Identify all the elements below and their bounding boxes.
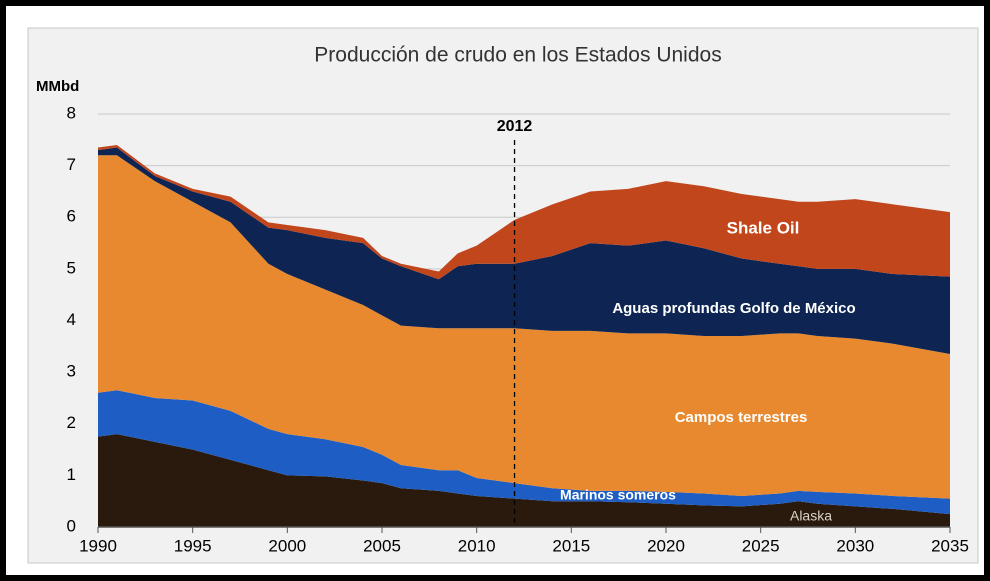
chart-title: Producción de crudo en los Estados Unido… [314,44,721,67]
y-tick-label: 3 [67,362,76,381]
series-label: Campos terrestres [675,409,808,426]
x-tick-label: 2025 [742,536,780,555]
x-tick-label: 2005 [363,536,401,555]
y-tick-label: 1 [67,465,76,484]
series-label: Shale Oil [727,218,800,237]
x-tick-label: 2030 [836,536,874,555]
chart: Producción de crudo en los Estados Unido… [27,27,979,564]
area [98,434,950,527]
x-tick-label: 2000 [268,536,306,555]
series-label: Aguas profundas Golfo de México [612,300,855,317]
y-tick-label: 7 [67,155,76,174]
area [98,390,950,515]
y-tick-label: 8 [67,103,76,122]
series-label: Marinos someros [560,487,676,503]
y-tick-label: 2 [67,413,76,432]
area [98,144,950,280]
x-tick-label: 2010 [458,536,496,555]
y-unit: MMbd [36,78,79,95]
y-tick-label: 6 [67,207,76,226]
area [98,147,950,355]
y-tick-label: 4 [67,310,76,329]
x-tick-label: 2020 [647,536,685,555]
x-tick-label: 2035 [931,536,969,555]
y-tick-label: 5 [67,258,76,277]
x-tick-label: 1990 [79,536,117,555]
area [98,155,950,499]
x-tick-label: 1995 [174,536,212,555]
series-label: Alaska [790,508,832,524]
y-tick-label: 0 [67,516,76,535]
x-tick-label: 2015 [552,536,590,555]
annotation-label: 2012 [497,118,533,135]
